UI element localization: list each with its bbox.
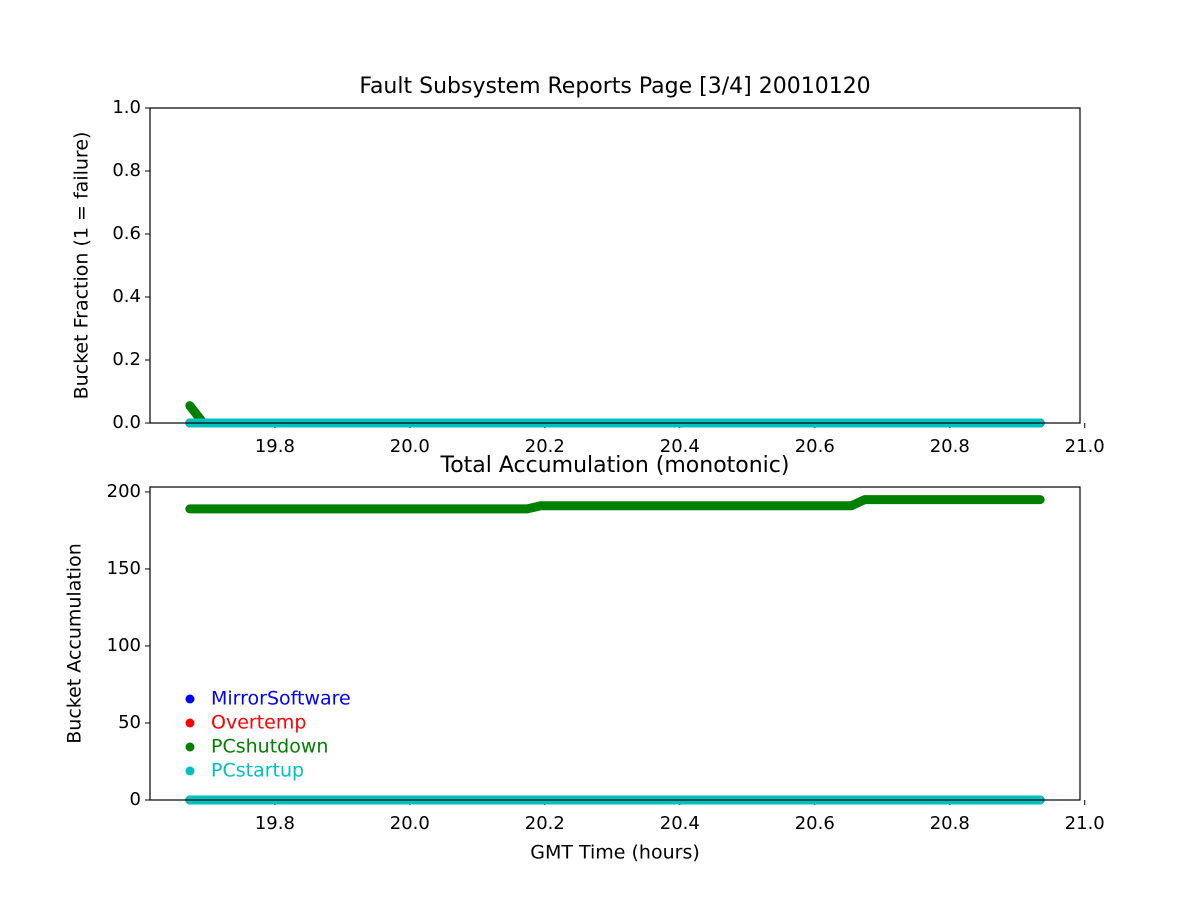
legend-label: PCshutdown <box>211 736 328 758</box>
x-tick-label: 20.2 <box>525 436 565 457</box>
y-tick-label: 0.0 <box>112 412 141 433</box>
legend-label: Overtemp <box>211 712 306 734</box>
y-axis-label: Bucket Accumulation <box>64 543 86 744</box>
legend-label: MirrorSoftware <box>211 688 351 710</box>
x-tick-label: 20.0 <box>390 813 430 834</box>
x-tick-label: 19.8 <box>255 436 295 457</box>
x-tick-label: 21.0 <box>1065 813 1105 834</box>
legend-marker <box>185 766 195 776</box>
x-tick-label: 20.0 <box>390 436 430 457</box>
chart-title: Total Accumulation (monotonic) <box>440 453 790 478</box>
y-tick-label: 0.2 <box>112 349 141 370</box>
x-tick-label: 20.2 <box>525 813 565 834</box>
y-tick-label: 0.6 <box>112 223 141 244</box>
y-tick-label: 0 <box>130 789 141 810</box>
legend-label: PCstartup <box>211 760 304 782</box>
x-tick-label: 20.4 <box>660 813 700 834</box>
legend-marker <box>185 742 195 752</box>
y-tick-label: 0.4 <box>112 286 141 307</box>
x-tick-label: 21.0 <box>1065 436 1105 457</box>
chart-title: Fault Subsystem Reports Page [3/4] 20010… <box>359 74 870 99</box>
x-tick-label: 20.4 <box>660 436 700 457</box>
y-tick-label: 1.0 <box>112 97 141 118</box>
x-tick-label: 20.6 <box>795 813 835 834</box>
x-tick-label: 20.8 <box>930 436 970 457</box>
y-tick-label: 50 <box>118 712 141 733</box>
series-line <box>185 495 1045 514</box>
x-tick-label: 19.8 <box>255 813 295 834</box>
y-axis-label: Bucket Fraction (1 = failure) <box>71 132 93 400</box>
axes-frame <box>149 486 1081 801</box>
y-tick-label: 200 <box>107 481 141 502</box>
axes-frame <box>149 107 1081 424</box>
y-tick-label: 0.8 <box>112 160 141 181</box>
legend-marker <box>185 718 195 728</box>
x-tick-label: 20.8 <box>930 813 970 834</box>
y-tick-label: 150 <box>107 558 141 579</box>
legend-marker <box>185 694 195 704</box>
x-axis-label: GMT Time (hours) <box>530 842 700 864</box>
y-tick-label: 100 <box>107 635 141 656</box>
x-tick-label: 20.6 <box>795 436 835 457</box>
